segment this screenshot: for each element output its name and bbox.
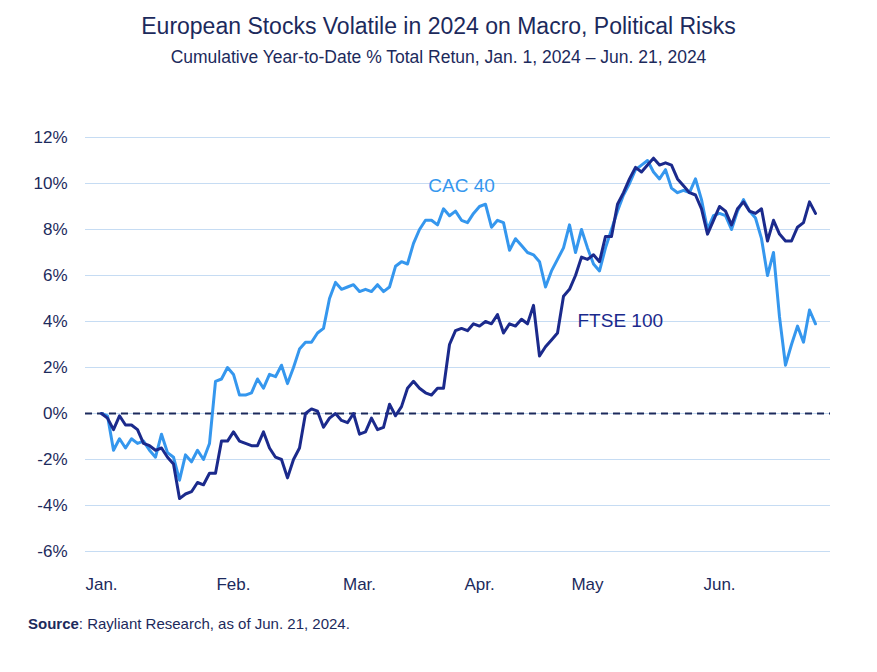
svg-text:CAC 40: CAC 40 [428, 175, 495, 196]
svg-text:-4%: -4% [37, 496, 67, 515]
svg-text:4%: 4% [43, 312, 68, 331]
svg-text:Jan.: Jan. [85, 575, 117, 594]
svg-text:2%: 2% [43, 358, 68, 377]
svg-text:8%: 8% [43, 220, 68, 239]
svg-text:Feb.: Feb. [216, 575, 250, 594]
svg-text:FTSE 100: FTSE 100 [578, 310, 664, 331]
svg-text:May: May [571, 575, 604, 594]
svg-text:6%: 6% [43, 266, 68, 285]
svg-text:Apr.: Apr. [464, 575, 494, 594]
svg-text:-2%: -2% [37, 450, 67, 469]
svg-text:Jun.: Jun. [703, 575, 735, 594]
svg-text:10%: 10% [33, 174, 67, 193]
svg-text:0%: 0% [43, 404, 68, 423]
html-text:Source: Rayliant Research, as: Source: Rayliant Research, as of Jun. 21… [28, 615, 350, 632]
svg-text:12%: 12% [33, 128, 67, 147]
svg-text:Mar.: Mar. [343, 575, 376, 594]
html-text:European Stocks Volatile in 20: European Stocks Volatile in 2024 on Macr… [141, 13, 736, 39]
svg-text:-6%: -6% [37, 542, 67, 561]
html-text:Cumulative Year-to-Date % Tota: Cumulative Year-to-Date % Total Retun, J… [170, 47, 707, 67]
